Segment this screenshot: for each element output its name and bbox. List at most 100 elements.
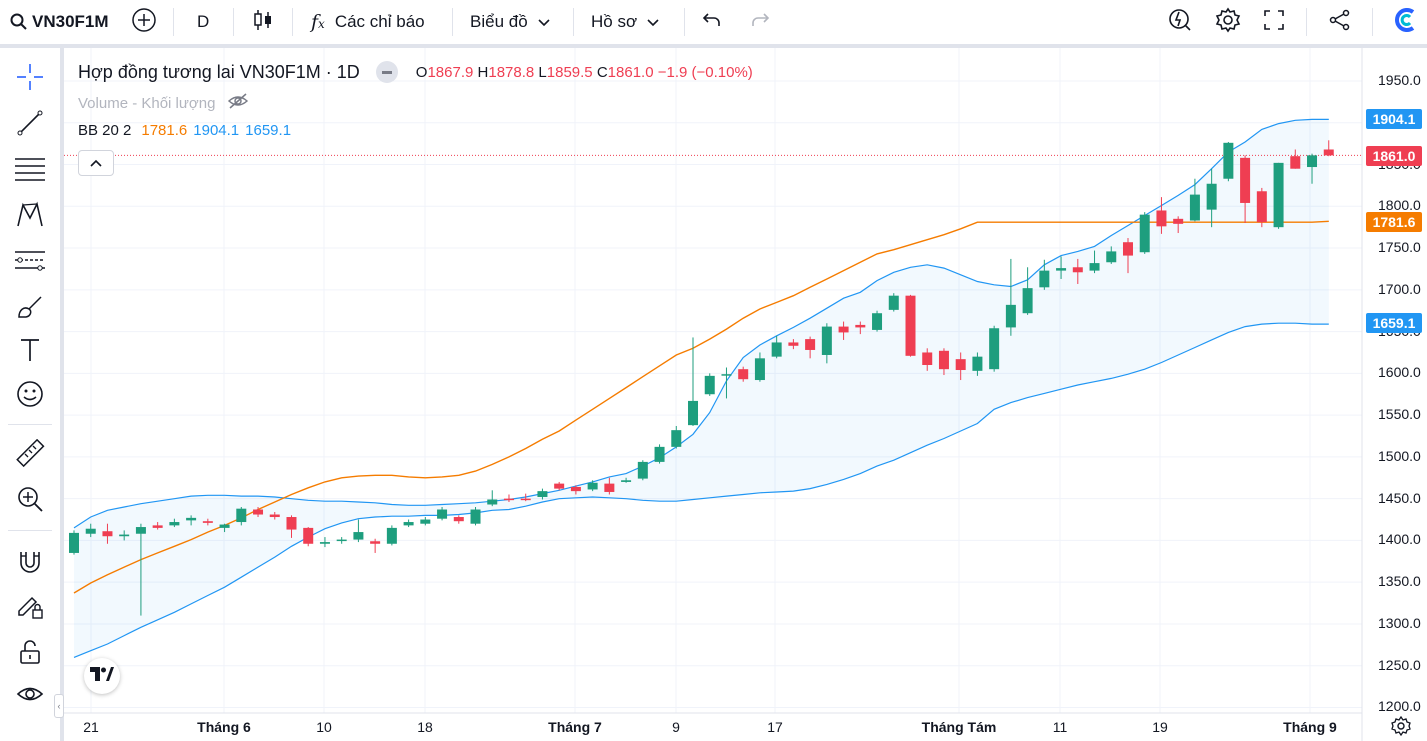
interval-button[interactable]: D xyxy=(197,0,209,44)
time-tick-label: Tháng 9 xyxy=(1283,719,1337,735)
magnet-tool[interactable] xyxy=(10,544,50,584)
candle xyxy=(1307,153,1318,184)
candle xyxy=(888,293,899,312)
price-tick-label: 1400.0 xyxy=(1378,531,1421,548)
candle-body xyxy=(1323,149,1334,156)
symbol-search[interactable]: VN30F1M xyxy=(10,0,109,44)
candle xyxy=(219,523,230,533)
legend-status-dot[interactable] xyxy=(375,61,398,83)
candle xyxy=(1106,246,1117,264)
candle xyxy=(955,352,966,381)
fx-icon: fx xyxy=(311,11,325,33)
trendline-tool[interactable] xyxy=(10,105,50,145)
share-button[interactable] xyxy=(1328,0,1352,44)
bb-legend[interactable]: BB 20 2 1781.6 1904.1 1659.1 xyxy=(78,122,291,139)
candle-body xyxy=(621,480,632,482)
candle-body xyxy=(453,517,464,522)
visibility-tool[interactable] xyxy=(10,676,50,716)
candle xyxy=(855,321,866,335)
candle xyxy=(587,480,598,492)
candle-body xyxy=(838,326,849,333)
candle xyxy=(771,335,782,359)
last-price-tag-value: 1861.0 xyxy=(1372,148,1416,164)
undo-button[interactable] xyxy=(702,0,722,44)
candle xyxy=(453,515,464,524)
candle xyxy=(487,490,498,507)
candle-body xyxy=(604,483,615,492)
symbol-legend[interactable]: Hợp đồng tương lai VN30F1M · 1D O1867.9 … xyxy=(78,61,753,83)
candle-body xyxy=(570,486,581,492)
candle xyxy=(202,518,213,526)
candle xyxy=(135,523,146,616)
alert-icon xyxy=(1167,7,1193,38)
open-label: O xyxy=(415,63,428,81)
candle xyxy=(370,538,381,553)
candle xyxy=(872,310,883,332)
chart-type-button[interactable] xyxy=(252,0,274,44)
candle-body xyxy=(1273,162,1284,228)
logo-icon xyxy=(1393,7,1419,38)
candle-body xyxy=(202,521,213,523)
fib-tool[interactable] xyxy=(10,151,50,191)
time-settings-button[interactable] xyxy=(1389,715,1413,739)
tv-logo[interactable] xyxy=(84,658,120,694)
fullscreen-icon xyxy=(1263,9,1285,36)
forecast-tool[interactable] xyxy=(10,243,50,283)
bb-upper-value: 1904.1 xyxy=(193,122,240,139)
candle-body xyxy=(119,534,130,537)
candle-body xyxy=(1173,218,1184,224)
candle-body xyxy=(319,542,330,544)
chevron-down-icon xyxy=(538,12,550,32)
candle-body xyxy=(537,491,548,497)
indicators-button[interactable]: fx Các chỉ báo xyxy=(311,0,425,44)
candles-icon xyxy=(252,7,274,38)
toolbar-divider xyxy=(233,8,234,36)
lock-draw-tool[interactable] xyxy=(10,588,50,628)
lock-draw-icon xyxy=(15,591,45,626)
chart-layout-button[interactable]: Biểu đồ xyxy=(470,0,550,44)
ruler-tool[interactable] xyxy=(10,436,50,476)
pattern-tool[interactable] xyxy=(10,197,50,237)
unlock-tool[interactable] xyxy=(10,634,50,674)
fullscreen-button[interactable] xyxy=(1263,0,1285,44)
text-tool[interactable] xyxy=(10,332,50,372)
bollinger-mid-line xyxy=(73,220,1329,594)
collapse-legend-button[interactable] xyxy=(78,150,114,176)
candle-body xyxy=(1089,263,1100,271)
symbol-label: VN30F1M xyxy=(32,12,109,31)
candle xyxy=(186,515,197,526)
candles-group xyxy=(69,140,1334,616)
candle xyxy=(1005,258,1016,336)
logo-button[interactable] xyxy=(1393,0,1419,44)
redo-button[interactable] xyxy=(750,0,770,44)
candle xyxy=(537,488,548,500)
eye-off-icon[interactable] xyxy=(227,92,249,114)
undo-icon xyxy=(702,12,722,33)
candle-body xyxy=(637,461,648,479)
volume-legend[interactable]: Volume - Khối lượng xyxy=(78,92,249,114)
crosshair-icon xyxy=(15,62,45,97)
profile-button[interactable]: Hồ sơ xyxy=(591,0,659,44)
change-value: −1.9 (−0.10%) xyxy=(657,63,753,81)
brush-tool[interactable] xyxy=(10,289,50,329)
high-value: 1878.8 xyxy=(488,63,535,81)
add-symbol-button[interactable] xyxy=(131,0,157,44)
candle-body xyxy=(85,528,96,534)
settings-button[interactable] xyxy=(1215,0,1241,44)
ruler-icon xyxy=(15,438,45,474)
candle-body xyxy=(888,295,899,310)
collapse-panel-button[interactable]: ‹ xyxy=(54,694,64,718)
bb-lower-tag-value: 1659.1 xyxy=(1372,315,1416,331)
candle xyxy=(286,515,297,538)
candle-body xyxy=(821,326,832,355)
alert-button[interactable] xyxy=(1167,0,1193,44)
emoji-tool[interactable] xyxy=(10,376,50,416)
crosshair-tool[interactable] xyxy=(10,59,50,99)
candle xyxy=(437,507,448,521)
candle xyxy=(269,512,280,520)
high-label: H xyxy=(477,63,489,81)
toolbar-divider xyxy=(173,8,174,36)
zoom-in-tool[interactable] xyxy=(10,481,50,521)
unlock-icon xyxy=(15,637,45,672)
